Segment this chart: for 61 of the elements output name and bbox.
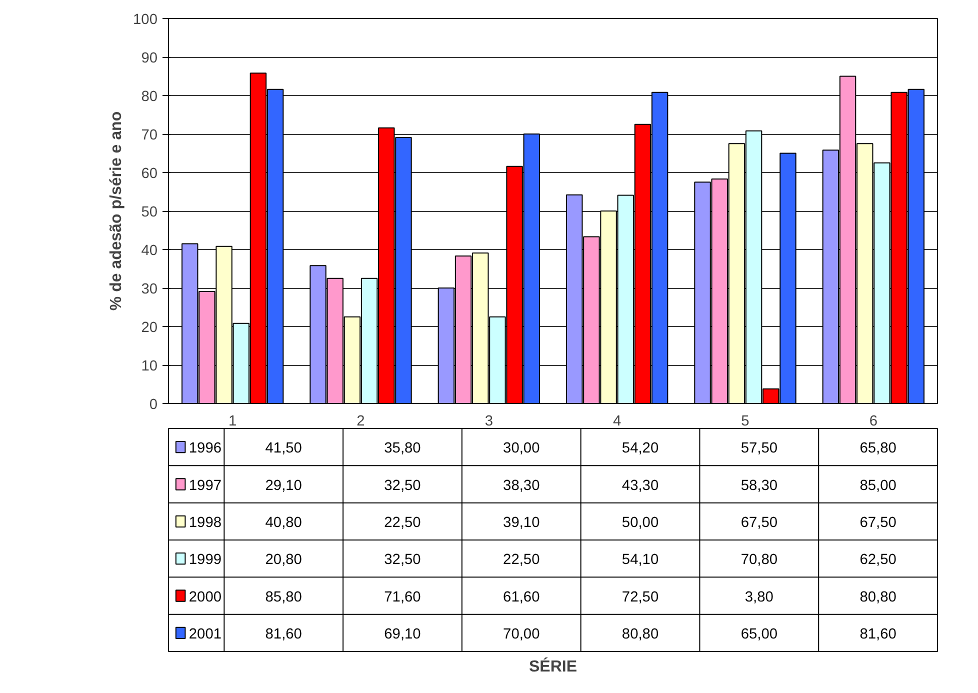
data-label: 81,60 xyxy=(265,626,302,642)
data-label: 80,80 xyxy=(622,626,659,642)
data-label: 20,80 xyxy=(265,552,302,568)
y-tick-label: 30 xyxy=(141,282,158,298)
data-label: 29,10 xyxy=(265,478,302,494)
data-label: 54,10 xyxy=(622,552,659,568)
y-tick-label: 50 xyxy=(141,204,158,220)
data-label: 67,50 xyxy=(740,514,778,531)
legend-label: 2000 xyxy=(188,589,222,606)
data-label: 30,00 xyxy=(503,440,540,457)
data-label: 85,80 xyxy=(265,589,302,606)
y-tick-label: 0 xyxy=(149,397,158,413)
data-label: 54,20 xyxy=(622,440,659,457)
data-label: 32,50 xyxy=(384,552,421,568)
y-tick-label: 60 xyxy=(141,166,158,182)
y-tick-label: 10 xyxy=(141,358,158,374)
data-label: 65,00 xyxy=(740,626,778,642)
data-label: 65,80 xyxy=(860,440,896,457)
x-tick-label: 4 xyxy=(613,414,622,430)
data-label: 62,50 xyxy=(860,552,896,568)
data-label: 35,80 xyxy=(384,440,421,457)
data-label: 81,60 xyxy=(860,626,896,642)
data-label: 80,80 xyxy=(860,589,896,606)
data-label: 71,60 xyxy=(384,589,421,606)
data-label: 38,30 xyxy=(503,478,540,494)
legend-label: 1996 xyxy=(188,440,222,457)
data-label: 69,10 xyxy=(384,626,421,642)
text: SÉRIE xyxy=(528,656,578,676)
x-tick-label: 6 xyxy=(869,414,878,430)
y-tick-label: 80 xyxy=(141,89,158,105)
x-tick-label: 1 xyxy=(228,414,237,430)
legend-label: 2001 xyxy=(188,626,222,642)
data-label: 72,50 xyxy=(622,589,659,606)
legend-label: 1998 xyxy=(188,514,222,531)
y-tick-label: 40 xyxy=(141,243,158,259)
data-label: 22,50 xyxy=(503,552,540,568)
legend-label: 1999 xyxy=(188,552,222,568)
data-label: 61,60 xyxy=(503,589,540,606)
data-label: 32,50 xyxy=(384,478,421,494)
data-label: 57,50 xyxy=(740,440,778,457)
data-label: 85,00 xyxy=(860,478,896,494)
data-label: 3,80 xyxy=(744,589,774,606)
y-tick-label: 100 xyxy=(133,12,158,28)
data-label: 22,50 xyxy=(384,514,421,531)
x-tick-label: 3 xyxy=(484,414,493,430)
data-label: 67,50 xyxy=(860,514,896,531)
data-label: 70,00 xyxy=(503,626,540,642)
legend-label: 1997 xyxy=(188,478,222,494)
data-label: 70,80 xyxy=(740,552,778,568)
y-tick-label: 70 xyxy=(141,128,158,144)
data-label: 39,10 xyxy=(503,514,540,531)
y-tick-label: 90 xyxy=(141,50,158,66)
y-axis-title: % de adesão p/série e ano xyxy=(108,111,126,311)
data-label: 41,50 xyxy=(265,440,302,457)
x-tick-label: 5 xyxy=(741,414,750,430)
y-tick-label: 20 xyxy=(141,320,158,336)
data-label: 58,30 xyxy=(740,478,778,494)
data-label: 40,80 xyxy=(265,514,302,531)
data-label: 43,30 xyxy=(622,478,659,494)
data-label: 50,00 xyxy=(622,514,659,531)
x-tick-label: 2 xyxy=(356,414,365,430)
